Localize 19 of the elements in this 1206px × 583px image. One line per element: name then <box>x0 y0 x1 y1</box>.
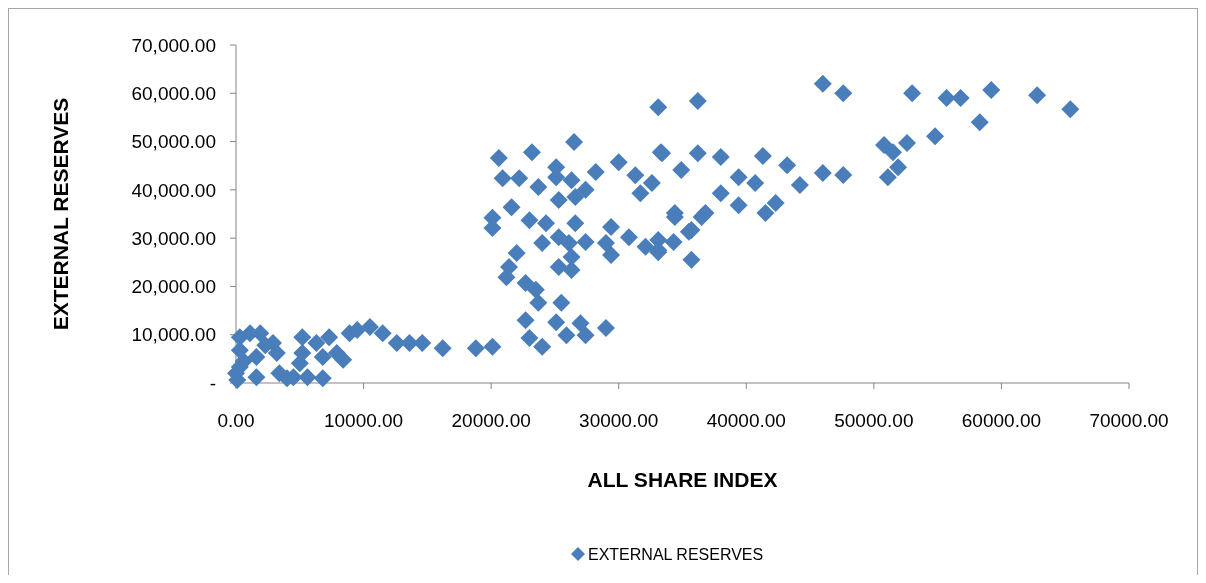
x-tick-label: 30000.00 <box>579 410 659 431</box>
x-tick-label: 50000.00 <box>834 410 914 431</box>
y-tick-label: 60,000.00 <box>131 82 216 104</box>
x-tick-label: 0.00 <box>217 410 255 431</box>
y-tick-label: 20,000.00 <box>131 276 216 298</box>
x-tick-label: 10000.00 <box>323 410 404 431</box>
y-axis-title: EXTERNAL RESERVES <box>49 97 72 331</box>
y-tick-label: 40,000.00 <box>131 179 216 201</box>
y-tick-label: 10,000.00 <box>131 324 216 346</box>
legend-label: EXTERNAL RESERVES <box>588 545 764 563</box>
y-tick-label: 50,000.00 <box>131 131 216 153</box>
x-tick-label: 70000.00 <box>1089 410 1169 431</box>
x-tick-label: 40000.00 <box>706 410 786 431</box>
x-tick-label: 60000.00 <box>961 410 1042 431</box>
y-tick-label: 30,000.00 <box>131 227 216 249</box>
x-tick-label: 20000.00 <box>451 410 531 431</box>
x-axis-title: ALL SHARE INDEX <box>587 468 778 491</box>
y-tick-label: 70,000.00 <box>131 34 216 56</box>
y-tick-label: - <box>209 372 216 394</box>
